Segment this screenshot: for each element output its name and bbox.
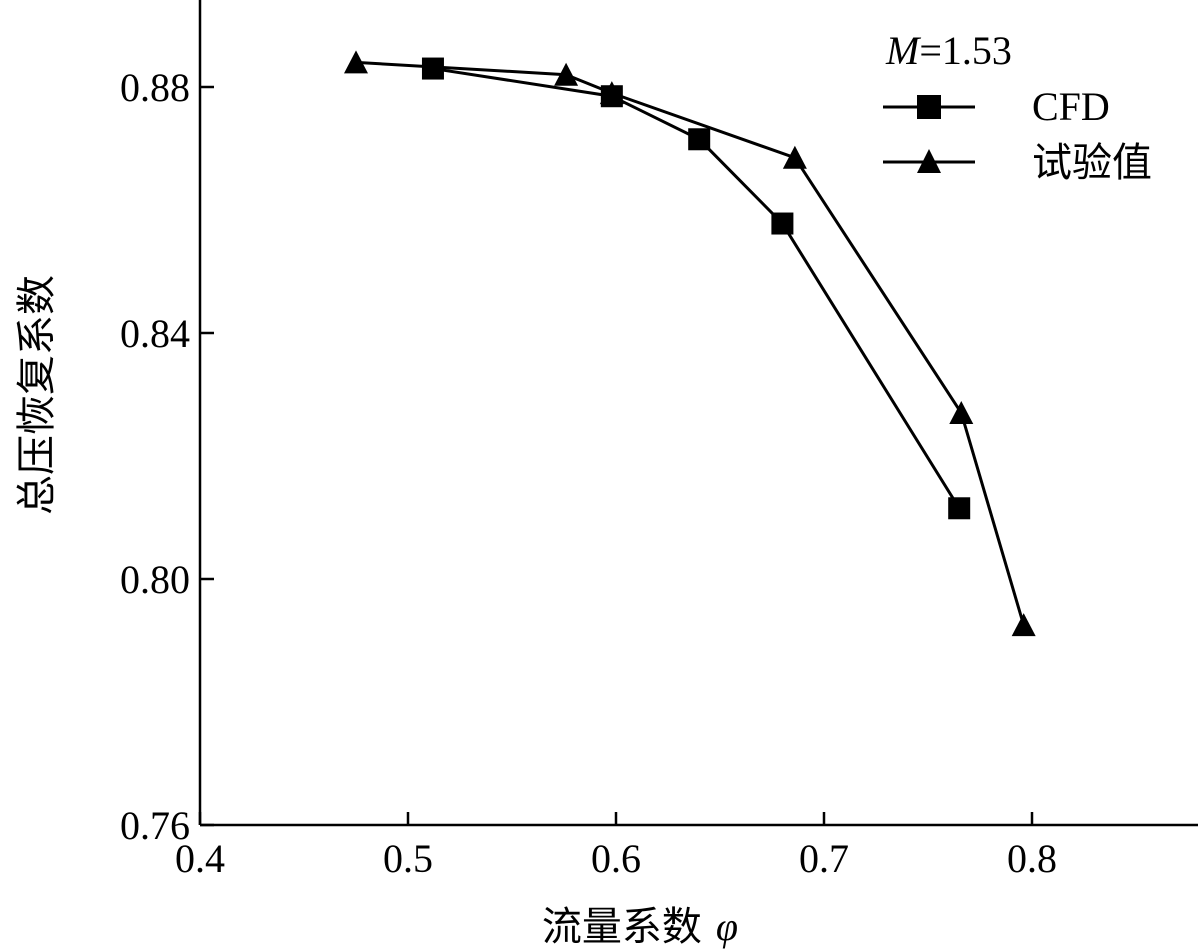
x-tick-label: 0.5 bbox=[383, 836, 433, 881]
data-point-triangle bbox=[599, 81, 624, 105]
x-ticks: 0.4 0.5 0.6 0.7 0.8 bbox=[175, 812, 1057, 881]
series-layer bbox=[344, 50, 1036, 637]
data-point-square bbox=[771, 212, 794, 235]
x-tick-label: 0.4 bbox=[175, 836, 225, 881]
y-ticks: 0.76 0.80 0.84 0.88 bbox=[120, 65, 214, 848]
x-tick-label: 0.6 bbox=[591, 836, 641, 881]
legend-marker-triangle bbox=[917, 149, 941, 173]
x-tick-label: 0.8 bbox=[1007, 836, 1057, 881]
data-point-triangle bbox=[1011, 613, 1036, 637]
data-point-triangle bbox=[782, 145, 807, 169]
y-tick-label: 0.80 bbox=[120, 557, 190, 602]
series-1 bbox=[344, 50, 1036, 637]
y-tick-label: 0.88 bbox=[120, 65, 190, 110]
y-tick-label: 0.84 bbox=[120, 311, 190, 356]
data-point-triangle bbox=[344, 50, 368, 74]
legend-marker-square bbox=[917, 95, 941, 119]
data-point-triangle bbox=[949, 400, 974, 424]
data-point-square bbox=[688, 128, 711, 151]
data-point-triangle bbox=[554, 62, 579, 86]
legend-label-exp: 试验值 bbox=[1032, 140, 1152, 186]
legend-label-cfd: CFD bbox=[1032, 84, 1110, 129]
y-axis-title: 总压恢复系数 bbox=[14, 275, 60, 515]
y-tick-label: 0.76 bbox=[120, 803, 190, 848]
data-point-square bbox=[421, 57, 444, 80]
series-0 bbox=[421, 57, 971, 520]
series-line bbox=[355, 60, 1026, 626]
data-point-square bbox=[948, 497, 971, 520]
legend-title: M=1.53 bbox=[885, 28, 1012, 73]
legend: M=1.53 CFD 试验值 bbox=[883, 28, 1152, 186]
x-tick-label: 0.7 bbox=[799, 836, 849, 881]
x-axis-title: 流量系数 φ bbox=[542, 904, 738, 949]
